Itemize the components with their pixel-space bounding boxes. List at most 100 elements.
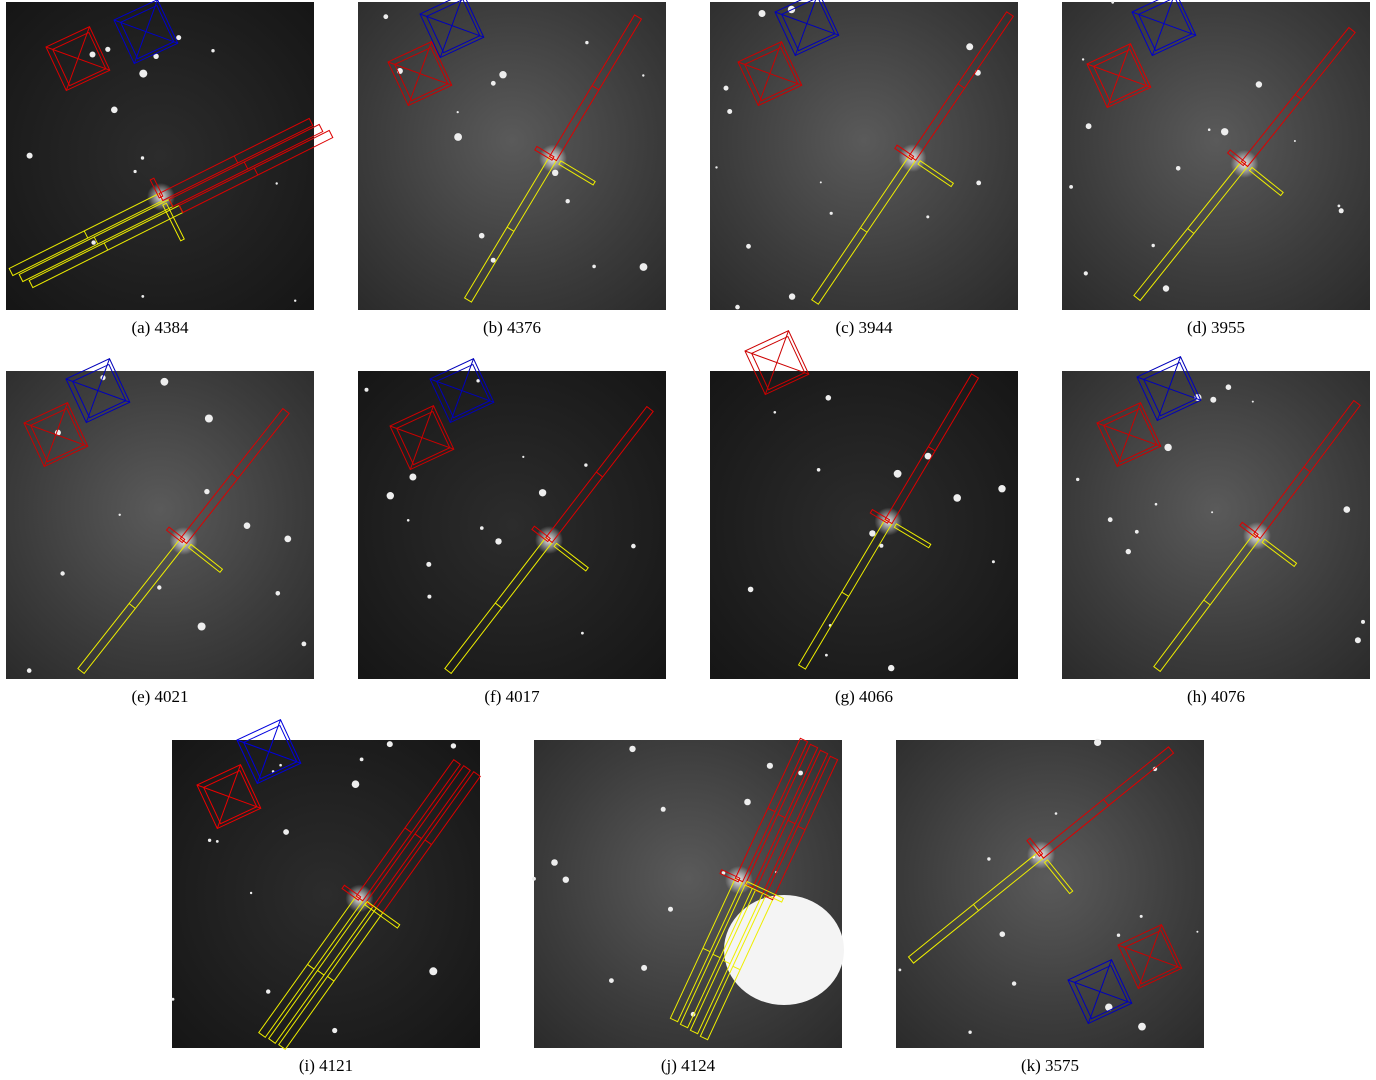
sky-image: [710, 371, 1018, 679]
star: [825, 654, 828, 657]
star: [383, 14, 388, 19]
star: [266, 989, 270, 993]
star: [360, 758, 364, 762]
star: [1361, 620, 1365, 624]
star: [27, 153, 33, 159]
star: [798, 771, 803, 776]
star: [1339, 208, 1344, 213]
star: [302, 642, 307, 647]
star: [1221, 128, 1228, 135]
star: [352, 780, 360, 788]
star: [111, 107, 118, 114]
star: [563, 877, 569, 883]
star: [294, 300, 296, 302]
panel: [358, 0, 666, 310]
caption: (a) 4384: [131, 318, 189, 337]
star: [1164, 444, 1171, 451]
star: [1126, 549, 1131, 554]
star: [830, 212, 833, 215]
star: [581, 632, 584, 635]
star: [1344, 506, 1351, 513]
star: [407, 519, 410, 522]
star: [539, 489, 546, 496]
star: [953, 494, 961, 502]
star: [641, 965, 647, 971]
star: [894, 470, 902, 478]
star: [499, 71, 506, 78]
star: [426, 562, 431, 567]
star: [727, 109, 732, 114]
star: [1108, 517, 1113, 522]
caption: (h) 4076: [1187, 687, 1245, 706]
sky-image: [358, 371, 666, 679]
panel: [532, 738, 844, 1048]
star: [198, 623, 206, 631]
caption: (f) 4017: [484, 687, 540, 706]
star: [998, 485, 1005, 492]
star: [216, 840, 219, 843]
star: [585, 41, 588, 44]
star: [1355, 637, 1361, 643]
star: [629, 746, 635, 752]
sky-image: [1062, 371, 1370, 679]
star: [387, 741, 393, 747]
panel: [896, 739, 1204, 1048]
star: [817, 468, 821, 472]
star: [1252, 401, 1254, 403]
star: [1055, 812, 1058, 815]
star: [759, 10, 766, 17]
star: [284, 536, 291, 543]
star: [735, 305, 740, 310]
star: [1111, 1, 1114, 4]
star: [276, 182, 278, 184]
star: [1117, 934, 1120, 937]
star: [1086, 123, 1092, 129]
star: [1176, 166, 1181, 171]
star: [134, 170, 137, 173]
star: [668, 907, 673, 912]
star: [91, 240, 95, 244]
caption: (c) 3944: [835, 318, 893, 337]
star: [975, 70, 981, 76]
star: [1211, 511, 1213, 513]
star: [119, 514, 121, 516]
sky-image: [6, 371, 314, 679]
star: [1226, 384, 1232, 390]
star: [429, 967, 437, 975]
star: [1338, 205, 1341, 208]
star: [532, 877, 536, 881]
star: [1140, 915, 1143, 918]
panel: [710, 0, 1018, 310]
star: [968, 1031, 971, 1034]
caption: (b) 4376: [483, 318, 541, 337]
star: [283, 829, 289, 835]
star: [551, 859, 558, 866]
star: [279, 764, 282, 767]
star: [204, 489, 209, 494]
star: [774, 411, 777, 414]
star: [276, 591, 281, 596]
caption: (k) 3575: [1021, 1056, 1079, 1075]
star: [584, 463, 587, 466]
star: [888, 665, 894, 671]
star: [1076, 478, 1079, 481]
star: [1196, 931, 1198, 933]
star: [1082, 58, 1084, 60]
star: [250, 892, 252, 894]
star: [491, 81, 496, 86]
star: [454, 133, 462, 141]
star: [157, 585, 161, 589]
star: [451, 743, 456, 748]
star: [566, 199, 570, 203]
panel: [6, 359, 314, 679]
star: [1138, 1023, 1146, 1031]
star: [1000, 931, 1006, 937]
star: [724, 86, 729, 91]
star: [642, 74, 644, 76]
sky-image: [896, 740, 1204, 1048]
star: [332, 1028, 337, 1033]
panel: [358, 359, 666, 679]
star: [631, 544, 636, 549]
star: [640, 263, 648, 271]
star: [1208, 128, 1211, 131]
